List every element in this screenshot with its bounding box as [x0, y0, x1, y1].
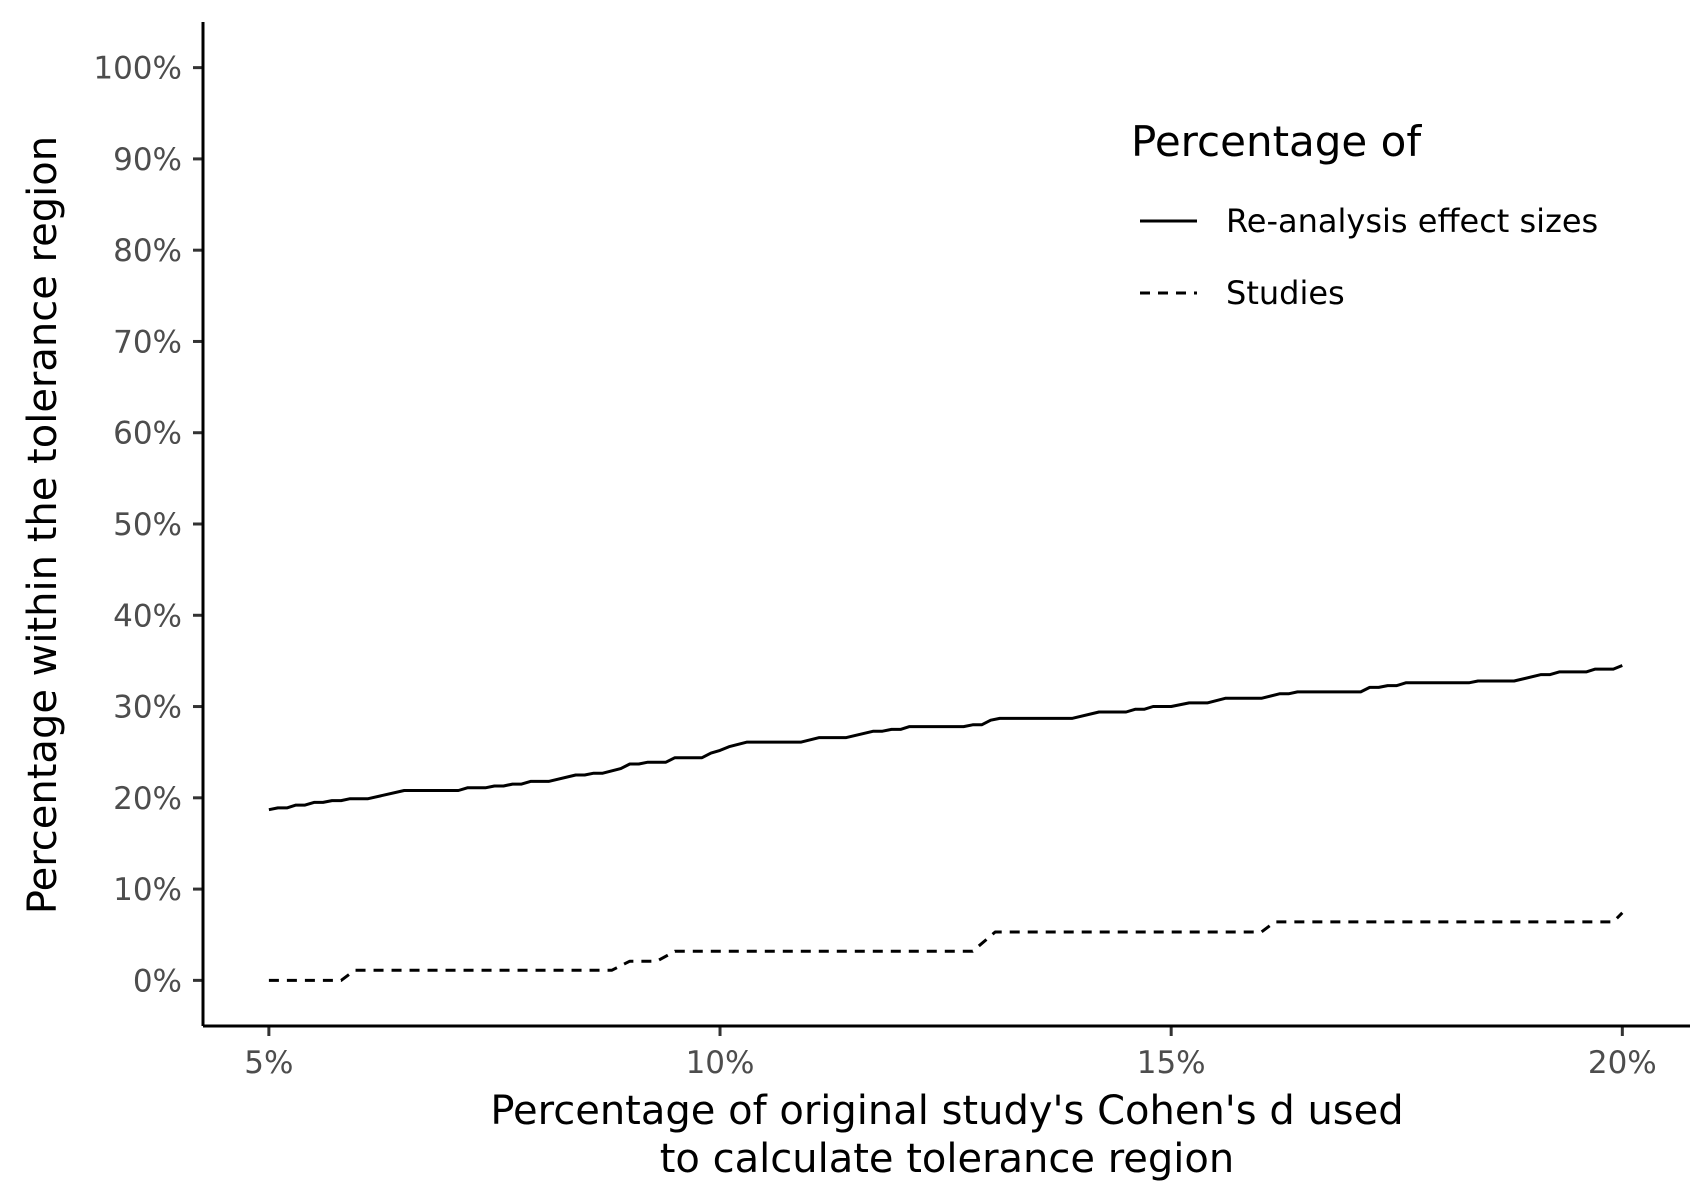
y-tick-label: 10% — [113, 872, 182, 908]
y-tick-label: 80% — [113, 233, 182, 269]
y-tick-label: 0% — [133, 963, 182, 999]
x-axis-title-line-1: Percentage of original study's Cohen's d… — [490, 1088, 1403, 1134]
y-tick-label: 30% — [113, 690, 182, 726]
legend-title: Percentage of — [1131, 117, 1422, 166]
legend-label-reanalysis: Re-analysis effect sizes — [1226, 202, 1598, 240]
x-axis-title-line-2: to calculate tolerance region — [660, 1136, 1234, 1182]
x-axis-ticks: 5% 10% 15% 20% — [244, 1026, 1657, 1081]
y-tick-label: 100% — [93, 51, 182, 87]
series-line-reanalysis-effect-sizes — [268, 664, 1623, 812]
x-tick-label: 15% — [1137, 1045, 1206, 1081]
series-lines — [268, 664, 1624, 982]
x-tick-label: 10% — [686, 1045, 755, 1081]
y-tick-label: 90% — [113, 142, 182, 178]
x-tick-label: 20% — [1588, 1045, 1657, 1081]
y-tick-label: 60% — [113, 416, 182, 452]
y-tick-label: 40% — [113, 598, 182, 634]
x-tick-label: 5% — [244, 1045, 293, 1081]
series-line-studies — [268, 911, 1624, 982]
y-tick-label: 20% — [113, 781, 182, 817]
y-tick-label: 50% — [113, 507, 182, 543]
legend: Percentage of Re-analysis effect sizes S… — [1131, 117, 1598, 312]
y-axis-title: Percentage within the tolerance region — [20, 136, 66, 914]
legend-label-studies: Studies — [1226, 274, 1345, 312]
y-tick-label: 70% — [113, 324, 182, 360]
y-axis-ticks: 0% 10% 20% 30% 40% 50% 60% 70% 80% 90% 100% — [93, 51, 203, 999]
